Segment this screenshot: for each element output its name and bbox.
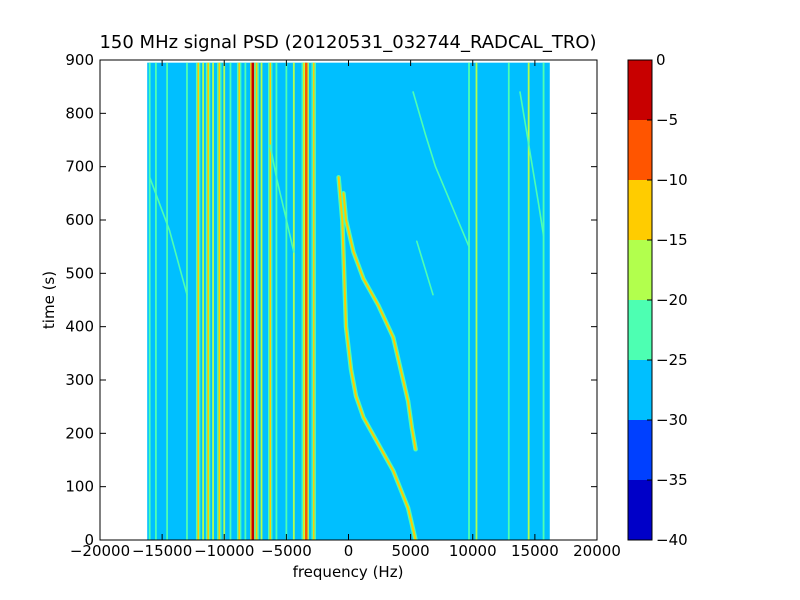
colorbar-tick-label: −40 (656, 531, 688, 549)
colorbar-segment (628, 420, 652, 480)
vertical-signal-line (244, 62, 247, 540)
colorbar-tick-label: −5 (656, 111, 678, 129)
vertical-signal-halo (240, 62, 242, 540)
colorbar-tick-label: −15 (656, 231, 688, 249)
colorbar-segment (628, 180, 652, 240)
vertical-signal-halo (199, 62, 201, 540)
colorbar-segment (628, 240, 652, 300)
vertical-signal-line (229, 62, 232, 540)
vertical-signal-halo (254, 62, 256, 540)
colorbar-tick-label: −35 (656, 471, 688, 489)
plot-area: −20000 −15000 −10000 −5000 0 5000 10000 15000 20… (65, 51, 621, 560)
vertical-signal-halo (195, 62, 198, 540)
colorbar-tick-label: −25 (656, 351, 688, 369)
colorbar-segment (628, 480, 652, 540)
vertical-signal-line (255, 62, 258, 540)
vertical-signal-halo (271, 62, 273, 540)
vertical-signal-halo (236, 62, 239, 540)
x-axis-label: frequency (Hz) (293, 563, 404, 581)
x-tick-label: 5000 (392, 542, 430, 560)
colorbar-tick-label: −20 (656, 291, 688, 309)
vertical-signal-line (251, 62, 255, 540)
x-tick-label: −15000 (132, 542, 192, 560)
drift-track (269, 144, 295, 253)
colorbar-segment (628, 60, 652, 120)
y-tick-label: 400 (65, 318, 94, 336)
vertical-signal-line (507, 62, 510, 540)
heatmap-background (147, 62, 550, 540)
y-tick-label: 500 (65, 264, 94, 282)
y-axis-label: time (s) (40, 271, 58, 329)
vertical-signal-halo (303, 62, 305, 540)
vertical-signal-line (468, 62, 470, 540)
vertical-signal-halo (311, 62, 313, 540)
vertical-signal-line (148, 62, 151, 540)
x-tick-label: 20000 (573, 542, 621, 560)
vertical-signal-line (275, 62, 278, 540)
y-tick-label: 0 (84, 531, 94, 549)
vertical-signal-halo (217, 62, 219, 540)
drift-track (337, 176, 417, 540)
vertical-signal-line (285, 62, 288, 540)
y-tick-label: 800 (65, 104, 94, 122)
x-tick-label: −10000 (194, 542, 254, 560)
drift-track (415, 240, 434, 296)
vertical-signal-line (292, 62, 295, 540)
vertical-signal-halo (301, 62, 303, 540)
x-tick-label: 15000 (511, 542, 559, 560)
chart-title: 150 MHz signal PSD (20120531_032744_RADC… (99, 32, 596, 53)
drift-track (342, 192, 417, 451)
vertical-signal-line (542, 62, 545, 540)
colorbar-segment (628, 120, 652, 180)
vertical-signal-line (238, 62, 241, 540)
y-tick-label: 900 (65, 51, 94, 69)
x-axis: −20000 −15000 −10000 −5000 0 5000 10000 15000 20… (70, 60, 621, 560)
colorbar-tick-label: −10 (656, 171, 688, 189)
vertical-signal-halo (220, 62, 222, 540)
colorbar-tick-label: 0 (656, 51, 666, 69)
y-tick-label: 100 (65, 478, 94, 496)
y-tick-label: 700 (65, 158, 94, 176)
y-axis: 0 100 200 300 400 500 600 700 800 900 (65, 51, 597, 549)
vertical-signal-line (312, 62, 315, 540)
vertical-signal-halo (208, 62, 211, 540)
vertical-signal-halo (307, 62, 309, 540)
vertical-signal-halo (205, 62, 208, 540)
x-tick-label: −5000 (261, 542, 312, 560)
colorbar-tick-label: −30 (656, 411, 688, 429)
vertical-signal-line (155, 62, 157, 540)
vertical-signal-line (475, 62, 478, 540)
vertical-signal-halo (268, 62, 270, 540)
colorbar: −40 −35 −30 −25 −20 −15 −10 −5 0 (627, 51, 688, 549)
drift-track (519, 91, 545, 237)
heatmap (147, 62, 550, 540)
drift-track (148, 176, 188, 296)
x-tick-label: −20000 (70, 542, 130, 560)
vertical-signal-line (186, 62, 188, 540)
y-tick-label: 300 (65, 371, 94, 389)
vertical-signal-line (269, 62, 272, 540)
x-tick-label: 10000 (449, 542, 497, 560)
vertical-signal-line (527, 62, 530, 540)
vertical-signal-halo (250, 62, 252, 540)
y-tick-label: 200 (65, 424, 94, 442)
vertical-signal-line (223, 62, 226, 540)
vertical-signal-line (202, 62, 205, 540)
vertical-signal-line (212, 62, 214, 540)
vertical-signal-halo (257, 62, 259, 540)
colorbar-segment (628, 300, 652, 360)
x-tick-label: 0 (344, 542, 354, 560)
drift-track (412, 91, 470, 248)
vertical-signal-line (197, 62, 200, 540)
vertical-signal-line (207, 62, 209, 540)
colorbar-segment (628, 360, 652, 420)
y-tick-label: 600 (65, 211, 94, 229)
vertical-signal-halo (314, 62, 316, 540)
vertical-signal-line (166, 62, 168, 540)
vertical-signal-line (218, 62, 221, 540)
vertical-signal-line (260, 62, 263, 540)
vertical-signal-line (304, 62, 308, 540)
